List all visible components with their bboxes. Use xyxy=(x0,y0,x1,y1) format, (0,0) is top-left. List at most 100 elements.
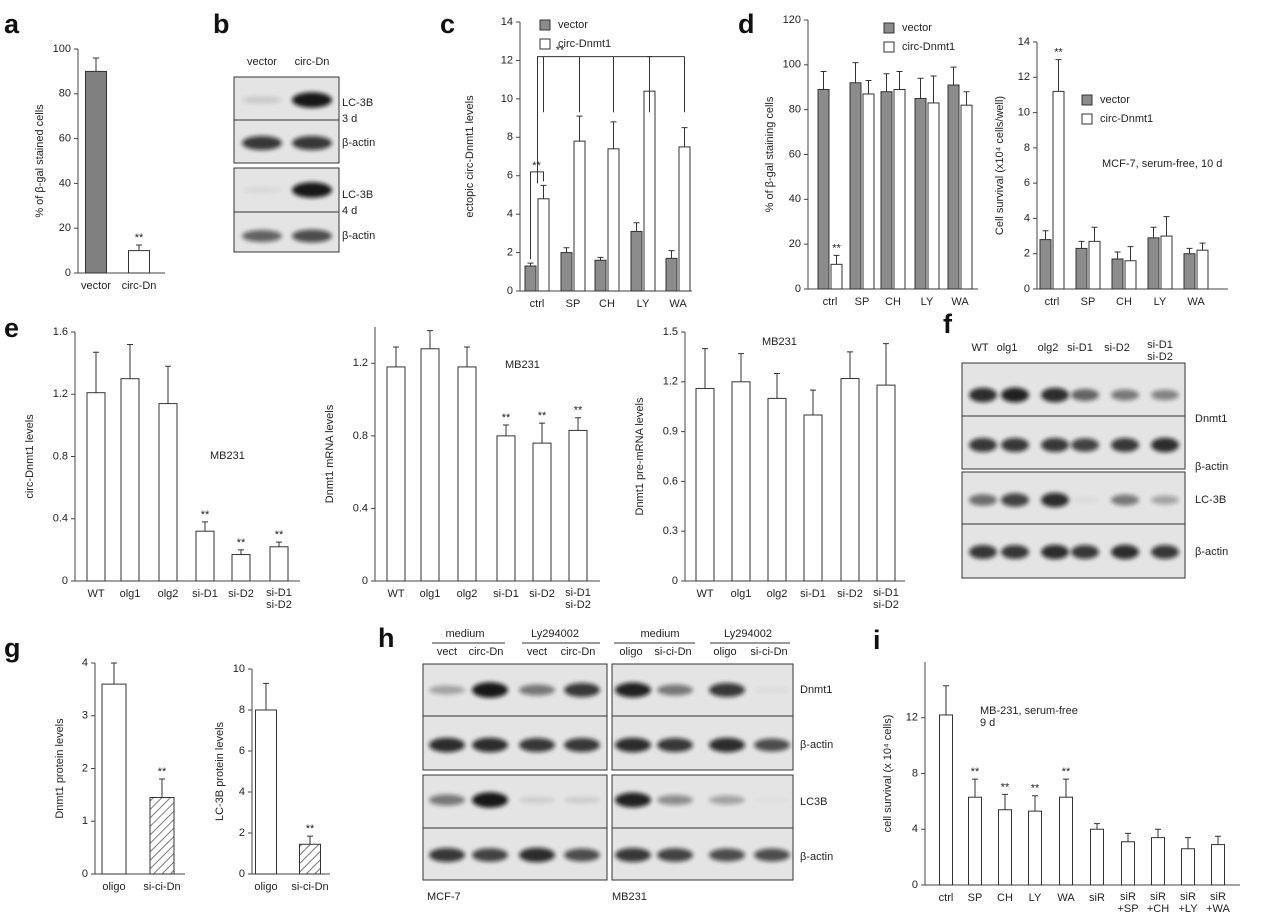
y-tick-label: 0 xyxy=(362,575,368,587)
blot-h: medium Ly294002 medium Ly294002 vect cir… xyxy=(422,628,833,903)
annotation: MCF-7, serum-free, 10 d xyxy=(1102,158,1222,170)
blot-band xyxy=(969,545,997,559)
bar xyxy=(231,554,251,582)
lane-label: oligo xyxy=(713,646,736,658)
legend-swatch xyxy=(883,22,895,34)
significance: ** xyxy=(832,242,841,254)
panel-letter: a xyxy=(4,9,20,39)
error-bar xyxy=(681,127,688,147)
error-bar xyxy=(159,778,165,798)
panel-letter: i xyxy=(873,625,881,655)
significance: ** xyxy=(158,766,167,778)
lane-label: WT xyxy=(971,342,988,354)
error-bar xyxy=(93,351,99,393)
blot-box xyxy=(611,663,794,771)
y-tick-label: 0 xyxy=(507,285,513,297)
legend-swatch xyxy=(539,38,551,50)
panel-letter: g xyxy=(4,633,21,663)
bar xyxy=(1181,848,1195,886)
significance: ** xyxy=(1054,47,1063,59)
blot-band xyxy=(472,792,508,808)
error-bar xyxy=(883,73,890,92)
error-bar xyxy=(943,685,949,715)
legend-label: vector xyxy=(558,19,588,31)
y-tick-label: 14 xyxy=(1018,36,1030,48)
x-tick-label: si-D1 si-D2 xyxy=(266,587,292,611)
blot-band xyxy=(754,738,790,752)
bar xyxy=(568,429,588,582)
y-axis-label: Dnmt1 protein levels xyxy=(54,718,66,819)
bar xyxy=(128,250,150,274)
x-tick-label: si-ci-Dn xyxy=(291,881,328,893)
blot-band xyxy=(242,186,282,194)
significance: ** xyxy=(1062,766,1071,778)
group-label: Ly294002 xyxy=(531,628,579,640)
x-tick-label: LY xyxy=(1029,892,1042,904)
blot-band xyxy=(709,737,745,753)
bar xyxy=(849,82,862,290)
bar xyxy=(817,88,830,290)
bar xyxy=(876,384,896,582)
bar xyxy=(255,709,277,875)
annotation: MB231 xyxy=(210,450,245,462)
x-tick-label: si-D1 xyxy=(493,588,519,600)
legend-swatch xyxy=(1081,94,1093,106)
bar xyxy=(695,387,715,582)
bar xyxy=(939,714,953,886)
bar xyxy=(893,88,906,290)
bar xyxy=(1121,841,1135,886)
row-label: β-actin xyxy=(1195,546,1228,558)
blot-band xyxy=(615,737,651,753)
x-tick-label: WT xyxy=(387,588,404,600)
annotation: MB231 xyxy=(762,336,797,348)
row-label: β-actin xyxy=(342,137,375,149)
bar xyxy=(1111,258,1124,290)
y-tick-label: 1.2 xyxy=(353,357,368,369)
blot-b: vector circ-Dn LC-3B 3 d β-actin LC-3B 4… xyxy=(233,56,375,253)
panel-letter: c xyxy=(440,9,455,39)
y-tick-label: 0.8 xyxy=(353,430,368,442)
bar xyxy=(1147,237,1160,290)
blot-band xyxy=(1151,389,1179,401)
y-tick-label: 10 xyxy=(501,93,513,105)
panel-letter: h xyxy=(378,623,395,653)
time-label: 4 d xyxy=(342,205,357,217)
bar xyxy=(643,90,656,292)
x-tick-label: circ-Dn xyxy=(122,280,157,292)
legend-label: vector xyxy=(902,22,932,34)
error-bar xyxy=(111,662,117,685)
y-tick-label: 2 xyxy=(507,246,513,258)
bar xyxy=(299,843,321,875)
bar xyxy=(1052,90,1065,290)
significance: ** xyxy=(306,823,315,835)
bar xyxy=(269,546,289,582)
lane-label: circ-Dn xyxy=(469,646,504,658)
blot-band xyxy=(709,848,745,862)
bar xyxy=(1028,810,1042,886)
y-tick-label: 40 xyxy=(59,177,71,189)
bar xyxy=(386,366,406,582)
blot-band xyxy=(472,682,508,698)
y-axis-label: Dnmt1 pre-mRNA levels xyxy=(634,397,646,515)
lane-label: si-ci-Dn xyxy=(750,646,787,658)
blot-band xyxy=(709,683,745,697)
x-tick-label: WA xyxy=(1057,892,1075,904)
legend-label: circ-Dnmt1 xyxy=(1100,113,1153,125)
y-tick-label: 20 xyxy=(789,238,801,250)
y-tick-label: 80 xyxy=(789,104,801,116)
x-tick-label: olg1 xyxy=(731,588,752,600)
panel-letter: f xyxy=(943,309,953,339)
error-bar xyxy=(865,80,872,94)
y-tick-label: 4 xyxy=(507,208,513,220)
error-bar xyxy=(833,254,840,265)
bar xyxy=(524,265,537,292)
blot-band xyxy=(564,848,600,862)
group-label: medium xyxy=(445,628,484,640)
x-tick-label: si-D1 xyxy=(192,588,218,600)
y-tick-label: 1.2 xyxy=(53,388,68,400)
row-label: β-actin xyxy=(1195,461,1228,473)
blot-band xyxy=(969,438,997,452)
blot-band xyxy=(292,136,332,150)
cell-line-label: MB231 xyxy=(612,891,647,903)
